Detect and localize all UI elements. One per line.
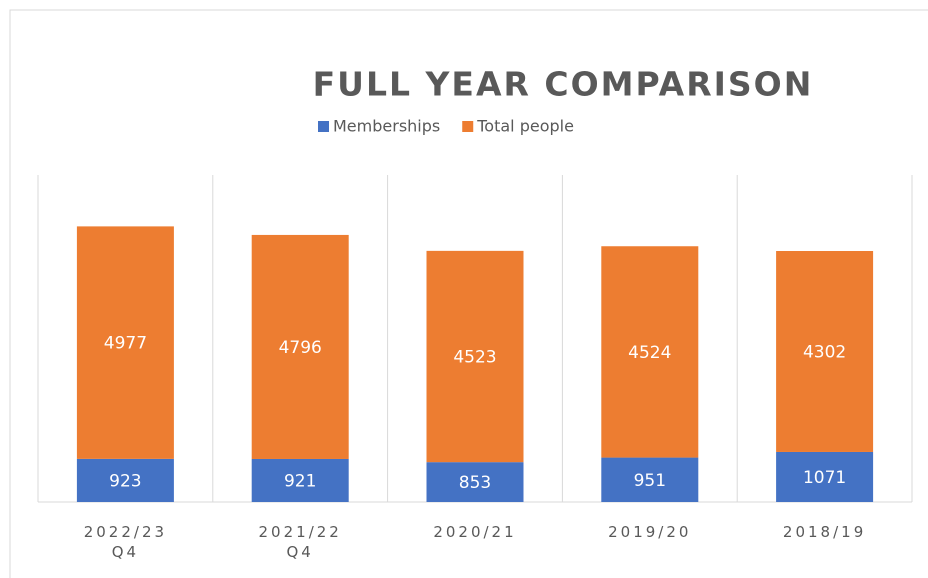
- data-label: 951: [634, 471, 666, 491]
- legend-label: Total people: [476, 117, 574, 136]
- bar-segment: [426, 462, 524, 502]
- data-label: 921: [284, 471, 316, 491]
- data-label: 4796: [279, 338, 322, 358]
- bar-segment: [76, 226, 174, 459]
- bar-segment: [776, 251, 874, 452]
- x-tick-label: 2018/19: [782, 523, 867, 541]
- data-label: 4524: [628, 343, 671, 363]
- data-label: 923: [109, 471, 141, 491]
- chart-title: FULL YEAR COMPARISON: [313, 65, 814, 104]
- x-tick-label: 2020/21: [433, 523, 517, 541]
- bar-segment: [426, 250, 524, 463]
- data-label: 4523: [453, 348, 496, 368]
- chart-frame: [9, 9, 928, 578]
- legend-label: Memberships: [333, 117, 440, 136]
- bar-segment: [776, 451, 874, 502]
- bar-segment: [601, 457, 699, 502]
- x-tick-label: 2019/20: [608, 523, 692, 541]
- bar-segment: [76, 458, 174, 502]
- data-label: 853: [459, 473, 491, 493]
- bar-segment: [251, 458, 349, 502]
- data-label: 1071: [803, 468, 846, 488]
- data-label: 4977: [104, 334, 147, 354]
- legend-swatch: [318, 121, 329, 132]
- legend-swatch: [462, 121, 474, 132]
- bar-segment: [251, 234, 349, 459]
- x-tick-label: 2021/22 Q4: [258, 523, 342, 561]
- data-label: 4302: [803, 342, 846, 362]
- bar-segment: [601, 246, 699, 458]
- x-tick-label: 2022/23 Q4: [83, 523, 168, 561]
